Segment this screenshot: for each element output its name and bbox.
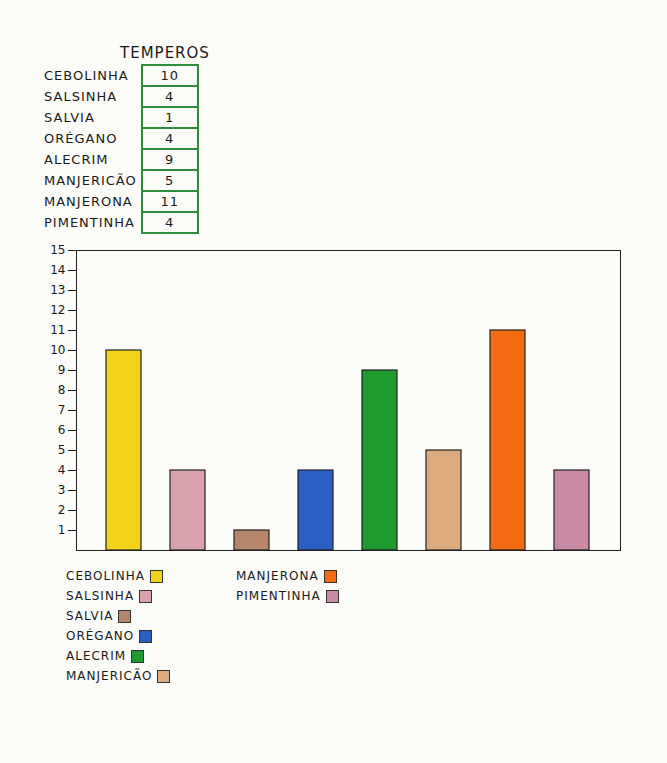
svg-text:8: 8 (58, 383, 66, 397)
html-text:CEBOLINHA: CEBOLINHA (66, 569, 145, 583)
svg-text:5: 5 (58, 443, 66, 457)
html-text:MANJERICÃO: MANJERICÃO (44, 173, 137, 188)
html-text:4: 4 (165, 131, 175, 146)
svg-text:2: 2 (58, 503, 66, 517)
html-text:SALVIA: SALVIA (66, 609, 114, 623)
svg-text:7: 7 (58, 403, 66, 417)
svg-text:13: 13 (50, 283, 65, 297)
html-text:SALSINHA: SALSINHA (66, 589, 135, 603)
html-text:ORÉGANO: ORÉGANO (66, 629, 135, 643)
html-text:MANJERONA: MANJERONA (44, 194, 133, 209)
svg-text:4: 4 (58, 463, 66, 477)
svg-text:14: 14 (50, 263, 65, 277)
html-text:MANJERICÃO: MANJERICÃO (66, 669, 153, 683)
html-text:TEMPEROS: TEMPEROS (120, 44, 210, 62)
svg-text:12: 12 (50, 303, 65, 317)
svg-text:11: 11 (50, 323, 65, 337)
html-text:PIMENTINHA: PIMENTINHA (44, 215, 135, 230)
html-text:9: 9 (165, 152, 175, 167)
html-text:ORÉGANO: ORÉGANO (44, 131, 118, 146)
html-text:CEBOLINHA: CEBOLINHA (44, 68, 129, 83)
html-text:ALECRIM: ALECRIM (66, 649, 127, 663)
html-text:SALVIA: SALVIA (44, 110, 95, 125)
html-text:5: 5 (165, 173, 175, 188)
svg-text:9: 9 (58, 363, 66, 377)
html-text:SALSINHA: SALSINHA (44, 89, 118, 104)
html-text:PIMENTINHA: PIMENTINHA (236, 589, 321, 603)
svg-text:3: 3 (58, 483, 66, 497)
svg-text:10: 10 (50, 343, 65, 357)
html-text:4: 4 (165, 89, 175, 104)
html-text:MANJERONA: MANJERONA (236, 569, 319, 583)
html-text:11: 11 (160, 194, 179, 209)
svg-text:15: 15 (50, 243, 65, 257)
html-text:10: 10 (160, 68, 179, 83)
svg-text:1: 1 (58, 523, 66, 537)
html-text:ALECRIM: ALECRIM (44, 152, 109, 167)
html-text:4: 4 (165, 215, 175, 230)
html-text:1: 1 (165, 110, 175, 125)
svg-text:6: 6 (58, 423, 66, 437)
